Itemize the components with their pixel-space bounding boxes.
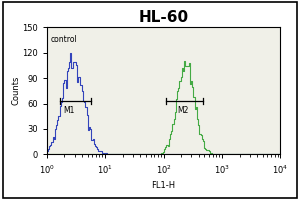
Text: control: control <box>50 35 77 44</box>
X-axis label: FL1-H: FL1-H <box>152 181 176 190</box>
Title: HL-60: HL-60 <box>139 10 189 25</box>
Text: M2: M2 <box>177 106 188 115</box>
Text: M1: M1 <box>63 106 74 115</box>
Y-axis label: Counts: Counts <box>12 76 21 105</box>
